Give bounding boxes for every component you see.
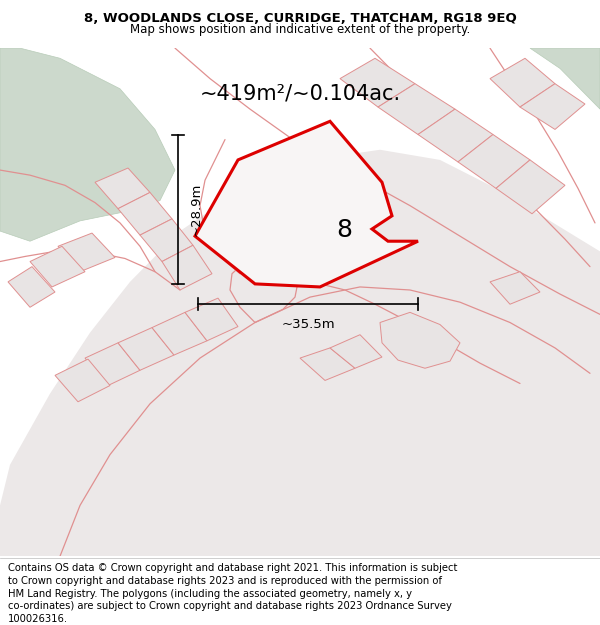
Text: HM Land Registry. The polygons (including the associated geometry, namely x, y: HM Land Registry. The polygons (includin…: [8, 589, 412, 599]
Text: 8: 8: [336, 218, 352, 242]
Polygon shape: [380, 312, 460, 368]
Polygon shape: [55, 359, 110, 402]
Polygon shape: [490, 272, 540, 304]
Polygon shape: [496, 160, 565, 214]
Polygon shape: [85, 343, 140, 386]
Polygon shape: [330, 335, 382, 368]
Polygon shape: [8, 267, 55, 308]
Text: Map shows position and indicative extent of the property.: Map shows position and indicative extent…: [130, 23, 470, 36]
Text: ~28.9m: ~28.9m: [190, 182, 203, 236]
Polygon shape: [490, 58, 555, 107]
Text: ~35.5m: ~35.5m: [281, 319, 335, 331]
Polygon shape: [0, 150, 600, 556]
Polygon shape: [340, 58, 415, 107]
Polygon shape: [520, 84, 585, 129]
Polygon shape: [58, 233, 115, 272]
Polygon shape: [162, 245, 212, 290]
Polygon shape: [152, 312, 207, 355]
Polygon shape: [118, 328, 174, 370]
Text: ~419m²/~0.104ac.: ~419m²/~0.104ac.: [199, 84, 401, 104]
Text: 8, WOODLANDS CLOSE, CURRIDGE, THATCHAM, RG18 9EQ: 8, WOODLANDS CLOSE, CURRIDGE, THATCHAM, …: [83, 12, 517, 25]
Polygon shape: [458, 134, 530, 188]
Polygon shape: [0, 48, 175, 241]
Text: to Crown copyright and database rights 2023 and is reproduced with the permissio: to Crown copyright and database rights 2…: [8, 576, 442, 586]
Polygon shape: [378, 84, 455, 134]
Text: Contains OS data © Crown copyright and database right 2021. This information is : Contains OS data © Crown copyright and d…: [8, 563, 457, 573]
Polygon shape: [185, 298, 238, 341]
Polygon shape: [118, 192, 172, 235]
Polygon shape: [530, 48, 600, 109]
Polygon shape: [300, 348, 355, 381]
Polygon shape: [140, 219, 193, 261]
Polygon shape: [195, 121, 418, 287]
Text: co-ordinates) are subject to Crown copyright and database rights 2023 Ordnance S: co-ordinates) are subject to Crown copyr…: [8, 601, 452, 611]
Polygon shape: [95, 168, 150, 209]
Text: 100026316.: 100026316.: [8, 614, 68, 624]
Polygon shape: [30, 246, 85, 287]
Polygon shape: [418, 109, 493, 162]
